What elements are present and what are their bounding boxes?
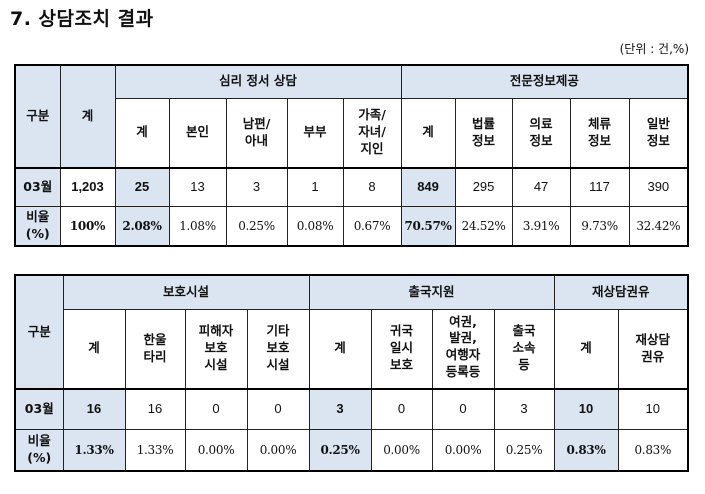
col-head: 기타 보호 시설 — [246, 308, 310, 390]
cell: 2.08% — [114, 205, 170, 247]
col-head: 재상담 권유 — [617, 308, 689, 390]
unit-note: (단위 : 건,%) — [619, 42, 689, 56]
cell: 16 — [62, 388, 126, 430]
group-head-info: 전문정보제공 — [400, 64, 689, 99]
row-label-ratio: 비율 (%) — [14, 205, 61, 247]
cell: 3.91% — [511, 205, 571, 247]
cell: 0.00% — [431, 428, 495, 472]
cell: 0.25% — [225, 205, 288, 247]
cell: 0.67% — [342, 205, 402, 247]
cell: 13 — [168, 167, 227, 207]
cell: 47 — [511, 167, 571, 207]
col-head: 부부 — [286, 97, 344, 169]
col-head: 한울 타리 — [124, 308, 186, 390]
col-head: 의료 정보 — [511, 97, 571, 169]
col-head: 피해자 보호 시설 — [184, 308, 248, 390]
cell: 0 — [431, 388, 495, 430]
col-head: 여권, 발권, 여행자 등록등 — [431, 308, 495, 390]
col-head: 본인 — [168, 97, 227, 169]
consult-table-2: 구분 보호시설 출국지원 재상담권유 계 한울 타리 피해자 보호 시설 기타 … — [14, 274, 690, 472]
cell: 10 — [553, 388, 619, 430]
col-head: 계 — [400, 97, 456, 169]
cell: 3 — [493, 388, 555, 430]
row-label-ratio: 비율 (%) — [14, 428, 64, 472]
cell: 0.00% — [246, 428, 310, 472]
col-head: 출국 소속 등 — [493, 308, 555, 390]
section-title: 7. 상담조치 결과 — [10, 8, 154, 30]
col-head: 남편/ 아내 — [225, 97, 288, 169]
cell: 32.42% — [628, 205, 689, 247]
cell: 0.25% — [308, 428, 372, 472]
cell: 100% — [59, 205, 116, 247]
cell: 0.83% — [617, 428, 689, 472]
group-head-counsel: 심리 정서 상담 — [114, 64, 402, 99]
cell: 10 — [617, 388, 689, 430]
cell: 1.33% — [124, 428, 186, 472]
group-head-recounsel: 재상담권유 — [553, 274, 689, 310]
cell: 295 — [454, 167, 513, 207]
cell: 3 — [308, 388, 372, 430]
cell: 70.57% — [400, 205, 456, 247]
cell: 8 — [342, 167, 402, 207]
group-head-shelter: 보호시설 — [62, 274, 310, 310]
col-head: 계 — [114, 97, 170, 169]
row-label-month: 03월 — [14, 388, 64, 430]
cell: 0 — [370, 388, 433, 430]
cell: 16 — [124, 388, 186, 430]
cell: 1,203 — [59, 167, 116, 207]
cell: 117 — [569, 167, 630, 207]
cell: 25 — [114, 167, 170, 207]
cell: 0.00% — [370, 428, 433, 472]
consult-table-1: 구분 계 심리 정서 상담 전문정보제공 계 본인 남편/ 아내 부부 가족/ … — [14, 64, 690, 247]
cell: 3 — [225, 167, 288, 207]
total-head: 계 — [59, 64, 116, 169]
cell: 0.00% — [184, 428, 248, 472]
cell: 24.52% — [454, 205, 513, 247]
cell: 0.83% — [553, 428, 619, 472]
cell: 1.33% — [62, 428, 126, 472]
cell: 849 — [400, 167, 456, 207]
rowhead: 구분 — [14, 64, 61, 169]
cell: 0 — [246, 388, 310, 430]
row-label-month: 03월 — [14, 167, 61, 207]
rowhead: 구분 — [14, 274, 64, 390]
group-head-departure: 출국지원 — [308, 274, 555, 310]
col-head: 계 — [553, 308, 619, 390]
col-head: 귀국 일시 보호 — [370, 308, 433, 390]
col-head: 계 — [62, 308, 126, 390]
cell: 1 — [286, 167, 344, 207]
cell: 1.08% — [168, 205, 227, 247]
col-head: 계 — [308, 308, 372, 390]
cell: 0.25% — [493, 428, 555, 472]
cell: 9.73% — [569, 205, 630, 247]
col-head: 체류 정보 — [569, 97, 630, 169]
cell: 390 — [628, 167, 689, 207]
cell: 0.08% — [286, 205, 344, 247]
col-head: 일반 정보 — [628, 97, 689, 169]
col-head: 가족/ 자녀/ 지인 — [342, 97, 402, 169]
col-head: 법률 정보 — [454, 97, 513, 169]
cell: 0 — [184, 388, 248, 430]
